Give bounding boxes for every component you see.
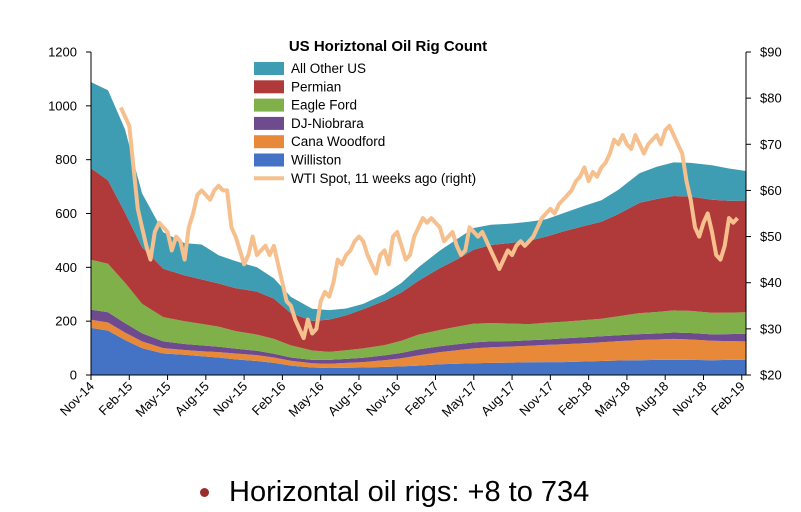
left-axis-ticks: 0 200 400 600 800 1000 1200 — [48, 45, 91, 383]
legend-label: Cana Woodford — [291, 134, 385, 149]
x-tick-label: Aug-16 — [325, 379, 365, 419]
right-tick-label: $60 — [760, 183, 782, 198]
x-tick-label: May-15 — [132, 379, 173, 420]
legend-swatch — [254, 80, 284, 94]
legend-swatch — [254, 135, 284, 149]
legend-swatch — [254, 116, 284, 130]
right-tick-label: $40 — [760, 275, 782, 290]
left-tick-label: 600 — [55, 206, 77, 221]
x-tick-label: Nov-18 — [669, 379, 709, 419]
x-tick-label: Nov-17 — [516, 379, 556, 419]
legend-label: Eagle Ford — [291, 98, 357, 113]
legend-swatch — [254, 153, 284, 167]
left-tick-label: 400 — [55, 260, 77, 275]
left-tick-label: 1200 — [48, 45, 77, 60]
area-williston — [91, 327, 746, 375]
x-tick-label: Feb-18 — [555, 379, 595, 419]
chart: 0 200 400 600 800 1000 1200 $20 $30 $40 $50 $60 $70… — [48, 38, 782, 420]
legend: All Other US Permian Eagle Ford DJ-Niobrara… — [254, 61, 476, 186]
x-tick-label: Nov-15 — [210, 379, 250, 419]
x-tick-label: Nov-14 — [57, 379, 97, 419]
chart-title: US Horiztonal Oil Rig Count — [289, 38, 487, 55]
bullet-dot-icon — [200, 487, 209, 497]
area-permian — [91, 168, 746, 352]
legend-label: Williston — [291, 153, 341, 168]
x-tick-label: May-17 — [439, 379, 480, 420]
legend-label: DJ-Niobrara — [291, 116, 364, 131]
x-tick-label: Feb-16 — [249, 379, 289, 419]
x-tick-label: Feb-19 — [708, 379, 748, 419]
legend-label: Permian — [291, 79, 341, 94]
area-dj-niobrara — [91, 309, 746, 364]
right-tick-label: $30 — [760, 321, 782, 336]
right-tick-label: $20 — [760, 368, 782, 383]
bullet-summary: Horizontal oil rigs: +8 to 734 — [200, 472, 589, 512]
legend-swatch — [254, 98, 284, 112]
left-tick-label: 200 — [55, 314, 77, 329]
area-cana-woodford — [91, 319, 746, 368]
right-axis-ticks: $20 $30 $40 $50 $60 $70 $80 $90 — [746, 45, 782, 383]
legend-label: WTI Spot, 11 weeks ago (right) — [291, 171, 476, 186]
bullet-text: Horizontal oil rigs: +8 to 734 — [229, 475, 590, 508]
wti-price-line — [118, 106, 739, 341]
right-tick-label: $50 — [760, 229, 782, 244]
x-tick-label: Aug-17 — [478, 379, 518, 419]
legend-swatch — [254, 62, 284, 75]
x-tick-label: Nov-16 — [363, 379, 403, 419]
stacked-areas — [91, 82, 746, 375]
x-tick-label: Aug-18 — [631, 379, 671, 419]
x-tick-label: Aug-15 — [172, 379, 212, 419]
area-all-other-us — [91, 82, 746, 321]
x-tick-label: Feb-17 — [402, 379, 442, 419]
left-tick-label: 800 — [55, 152, 77, 167]
right-tick-label: $70 — [760, 137, 782, 152]
x-tick-label: May-16 — [286, 379, 327, 420]
legend-label: All Other US — [291, 61, 366, 76]
right-tick-label: $90 — [760, 45, 782, 60]
right-tick-label: $80 — [760, 91, 782, 106]
x-tick-label: Feb-15 — [96, 379, 136, 419]
x-axis-ticks: Nov-14Feb-15May-15Aug-15Nov-15Feb-16May-… — [57, 375, 748, 420]
area-eagle-ford — [91, 259, 746, 360]
x-tick-label: May-18 — [592, 379, 633, 420]
left-tick-label: 0 — [70, 368, 77, 383]
left-tick-label: 1000 — [48, 98, 77, 113]
